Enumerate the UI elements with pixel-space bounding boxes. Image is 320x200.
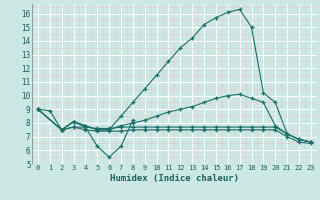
X-axis label: Humidex (Indice chaleur): Humidex (Indice chaleur) [110, 174, 239, 183]
